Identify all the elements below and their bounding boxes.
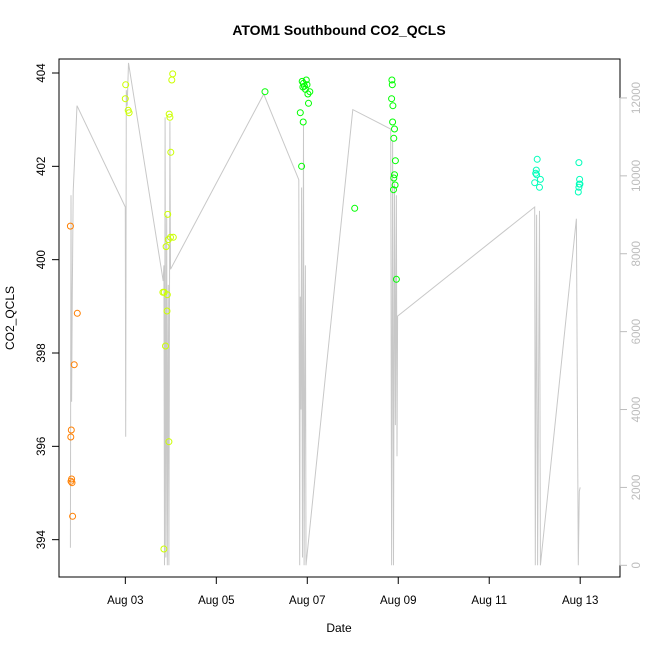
x-tick-label: Aug 13: [562, 595, 598, 607]
y-axis-left: 394 396 398 400 402 404: [36, 63, 60, 549]
chart-title: ATOM1 Southbound CO2_QCLS: [232, 22, 445, 38]
data-point: [299, 118, 307, 126]
data-point: [164, 210, 172, 218]
right-axis-line-series: [69, 62, 581, 566]
data-point: [576, 175, 584, 183]
data-point: [574, 188, 582, 196]
data-point: [70, 361, 78, 369]
data-point: [391, 171, 398, 179]
data-point: [304, 90, 312, 98]
y-axis-label: CO2_QCLS: [3, 286, 17, 350]
data-point: [391, 157, 399, 165]
y-right-tick-label: 0: [631, 562, 643, 568]
y-right-tick-label: 2000: [631, 475, 643, 501]
y-right-tick-label: 4000: [631, 397, 643, 423]
data-point: [532, 166, 540, 174]
data-point: [391, 181, 399, 189]
data-point: [392, 275, 400, 283]
y-axis-right: 0 2000 4000 6000 8000 10000 12000: [619, 82, 643, 569]
data-point: [162, 342, 169, 350]
x-tick-label: Aug 11: [471, 595, 507, 607]
x-axis: Aug 03 Aug 05 Aug 07 Aug 09 Aug 11 Aug 13: [107, 576, 598, 607]
data-point: [306, 88, 314, 96]
data-point: [532, 169, 540, 177]
data-point: [165, 110, 173, 118]
data-point: [165, 438, 173, 446]
y-tick-label: 400: [36, 250, 48, 269]
x-axis-label: Date: [326, 621, 352, 635]
data-point: [388, 81, 396, 89]
series-line: [69, 62, 581, 566]
data-point: [261, 88, 269, 96]
scatter-points: [66, 70, 584, 553]
data-point: [531, 179, 539, 187]
y-right-tick-label: 8000: [631, 241, 643, 267]
data-point: [536, 175, 544, 183]
y-right-tick-label: 10000: [631, 160, 643, 192]
y-tick-label: 402: [36, 157, 48, 176]
data-point: [66, 222, 74, 230]
data-point: [575, 183, 583, 191]
data-point: [73, 309, 81, 317]
data-point: [169, 233, 177, 241]
y-tick-label: 404: [36, 63, 48, 83]
data-point: [168, 76, 176, 84]
data-point: [533, 155, 541, 163]
data-point: [167, 148, 175, 156]
x-tick-label: Aug 07: [289, 595, 325, 607]
data-point: [162, 243, 170, 251]
data-point: [390, 134, 398, 142]
data-point: [390, 186, 397, 194]
data-point: [169, 70, 177, 78]
data-point: [67, 426, 75, 434]
data-point: [69, 512, 77, 520]
data-point: [298, 162, 306, 170]
data-point: [575, 159, 583, 167]
y-tick-label: 396: [36, 437, 48, 456]
data-point: [163, 291, 171, 299]
data-point: [68, 479, 76, 487]
data-point: [351, 204, 359, 212]
data-point: [167, 233, 174, 241]
data-point: [121, 95, 129, 103]
data-point: [302, 76, 310, 84]
x-tick-label: Aug 03: [107, 595, 143, 607]
x-tick-label: Aug 09: [380, 595, 416, 607]
data-point: [576, 180, 584, 188]
data-point: [122, 81, 130, 89]
data-point: [163, 307, 171, 315]
data-point: [296, 109, 304, 117]
y-tick-label: 398: [36, 343, 48, 362]
data-point: [536, 183, 543, 191]
data-point: [160, 545, 168, 553]
data-point: [388, 95, 396, 103]
x-tick-label: Aug 05: [198, 595, 234, 607]
data-point: [67, 477, 75, 485]
y-tick-label: 394: [36, 529, 48, 549]
data-point: [166, 113, 174, 121]
data-point: [67, 433, 75, 441]
data-point: [533, 171, 541, 179]
data-point: [391, 125, 398, 133]
y-right-tick-label: 6000: [631, 319, 643, 345]
data-point: [303, 81, 311, 89]
data-point: [125, 109, 133, 117]
y-right-tick-label: 12000: [631, 82, 643, 114]
data-point: [389, 118, 397, 126]
data-point: [388, 76, 396, 84]
data-point: [305, 99, 312, 107]
data-point: [390, 174, 398, 182]
data-point: [389, 102, 397, 110]
